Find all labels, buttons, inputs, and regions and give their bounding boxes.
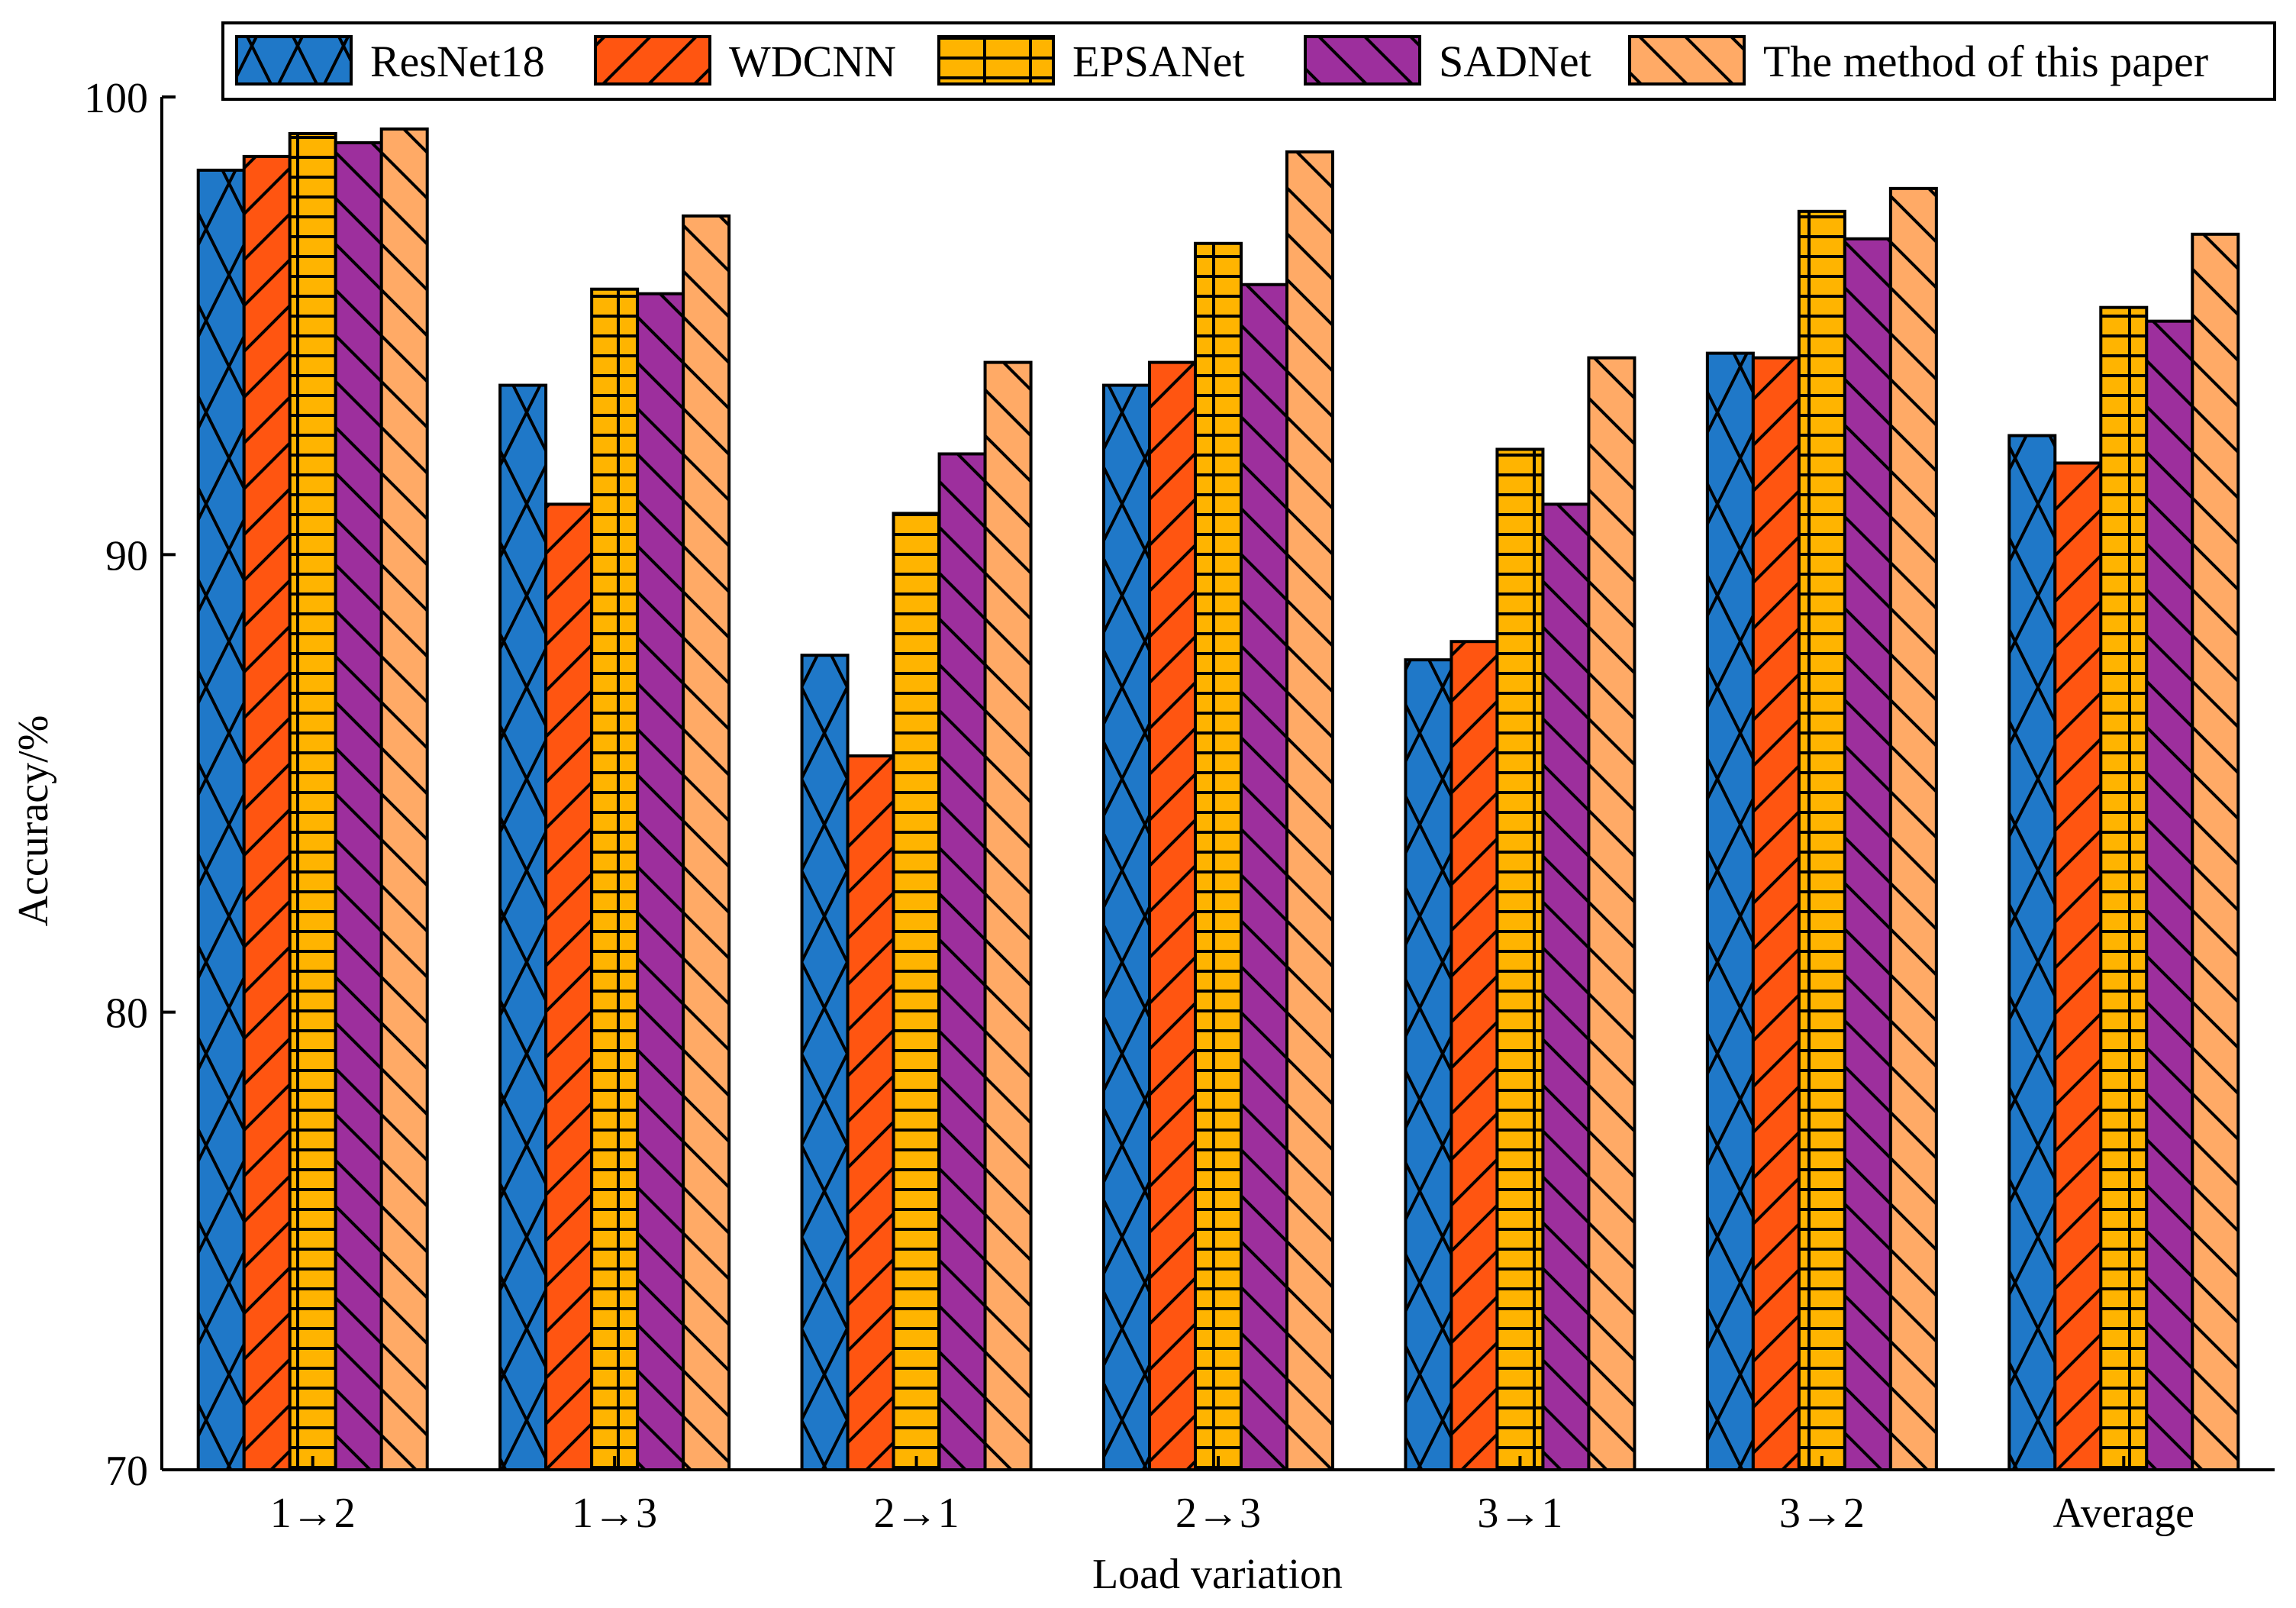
legend-swatch-epsanet xyxy=(937,35,1055,86)
bar-wdcnn-4 xyxy=(1450,640,1499,1471)
bar-sadnet-5 xyxy=(1843,237,1892,1471)
legend-label-resnet18: ResNet18 xyxy=(370,37,545,86)
legend-swatch-wdcnn xyxy=(594,35,711,86)
bar-the-method-of-this-paper-3 xyxy=(1285,150,1334,1471)
y-tick-label: 100 xyxy=(84,75,148,122)
x-tick-label: 1→2 xyxy=(270,1490,356,1537)
legend-label-wdcnn: WDCNN xyxy=(729,37,896,86)
legend-entry-epsanet: EPSANet xyxy=(937,35,1245,86)
legend-entry-wdcnn: WDCNN xyxy=(594,35,896,86)
bar-sadnet-1 xyxy=(636,292,685,1471)
bar-wdcnn-0 xyxy=(242,154,292,1471)
y-tick-label: 90 xyxy=(105,532,148,580)
bar-epsanet-0 xyxy=(288,131,337,1472)
bar-epsanet-3 xyxy=(1194,241,1243,1472)
y-tick-label: 80 xyxy=(105,990,148,1038)
legend-swatch-sadnet xyxy=(1304,35,1421,86)
legend-label-proposed-method: The method of this paper xyxy=(1763,37,2208,86)
bar-epsanet-6 xyxy=(2099,305,2149,1471)
legend-entry-sadnet: SADNet xyxy=(1304,35,1591,86)
bar-the-method-of-this-paper-2 xyxy=(983,360,1033,1472)
bar-resnet18-6 xyxy=(2007,434,2057,1471)
bar-sadnet-4 xyxy=(1541,502,1591,1472)
bar-wdcnn-3 xyxy=(1148,360,1197,1472)
y-axis-title: Accuracy/% xyxy=(10,715,57,927)
bar-the-method-of-this-paper-4 xyxy=(1587,356,1637,1471)
legend-label-epsanet: EPSANet xyxy=(1072,37,1245,86)
x-tick-label: 3→1 xyxy=(1477,1490,1562,1537)
bar-resnet18-2 xyxy=(800,654,850,1471)
bar-sadnet-6 xyxy=(2145,319,2194,1471)
bars-layer xyxy=(196,127,2240,1472)
bar-resnet18-3 xyxy=(1102,383,1151,1472)
bar-resnet18-5 xyxy=(1705,351,1755,1471)
bar-the-method-of-this-paper-5 xyxy=(1888,186,1938,1471)
bar-wdcnn-6 xyxy=(2053,461,2103,1471)
bar-sadnet-3 xyxy=(1240,283,1288,1471)
axes-layer: 1→2 1→3 2→1 2→3 3→1 3→2 Average 70 80 90 100 xyxy=(84,75,2275,1537)
legend-swatch-resnet18 xyxy=(235,35,353,86)
x-tick-label: 1→3 xyxy=(572,1490,657,1537)
legend-entry-proposed-method: The method of this paper xyxy=(1628,35,2208,86)
x-tick-label: Average xyxy=(2053,1490,2195,1537)
bar-the-method-of-this-paper-6 xyxy=(2191,232,2240,1471)
bar-epsanet-5 xyxy=(1797,209,1846,1471)
bar-the-method-of-this-paper-0 xyxy=(379,127,429,1471)
bar-wdcnn-5 xyxy=(1751,356,1801,1471)
legend-label-sadnet: SADNet xyxy=(1439,37,1591,86)
bar-sadnet-0 xyxy=(334,140,383,1471)
bar-resnet18-4 xyxy=(1404,658,1453,1471)
bar-resnet18-0 xyxy=(196,168,246,1472)
bar-epsanet-2 xyxy=(892,512,941,1471)
legend-swatch-proposed-method xyxy=(1628,35,1746,86)
y-tick-label: 70 xyxy=(105,1448,148,1495)
bar-epsanet-4 xyxy=(1495,447,1545,1471)
x-tick-label: 2→1 xyxy=(874,1490,959,1537)
legend-entry-resnet18: ResNet18 xyxy=(235,35,545,86)
x-tick-label: 2→3 xyxy=(1175,1490,1261,1537)
bar-sadnet-2 xyxy=(937,452,987,1471)
bar-wdcnn-2 xyxy=(846,754,895,1471)
x-axis-title: Load variation xyxy=(1092,1551,1343,1598)
bar-resnet18-1 xyxy=(498,383,548,1472)
bar-the-method-of-this-paper-1 xyxy=(682,214,731,1471)
bar-wdcnn-1 xyxy=(544,502,594,1472)
x-tick-label: 3→2 xyxy=(1779,1490,1865,1537)
legend-box xyxy=(221,21,2276,101)
bar-epsanet-1 xyxy=(590,287,640,1472)
